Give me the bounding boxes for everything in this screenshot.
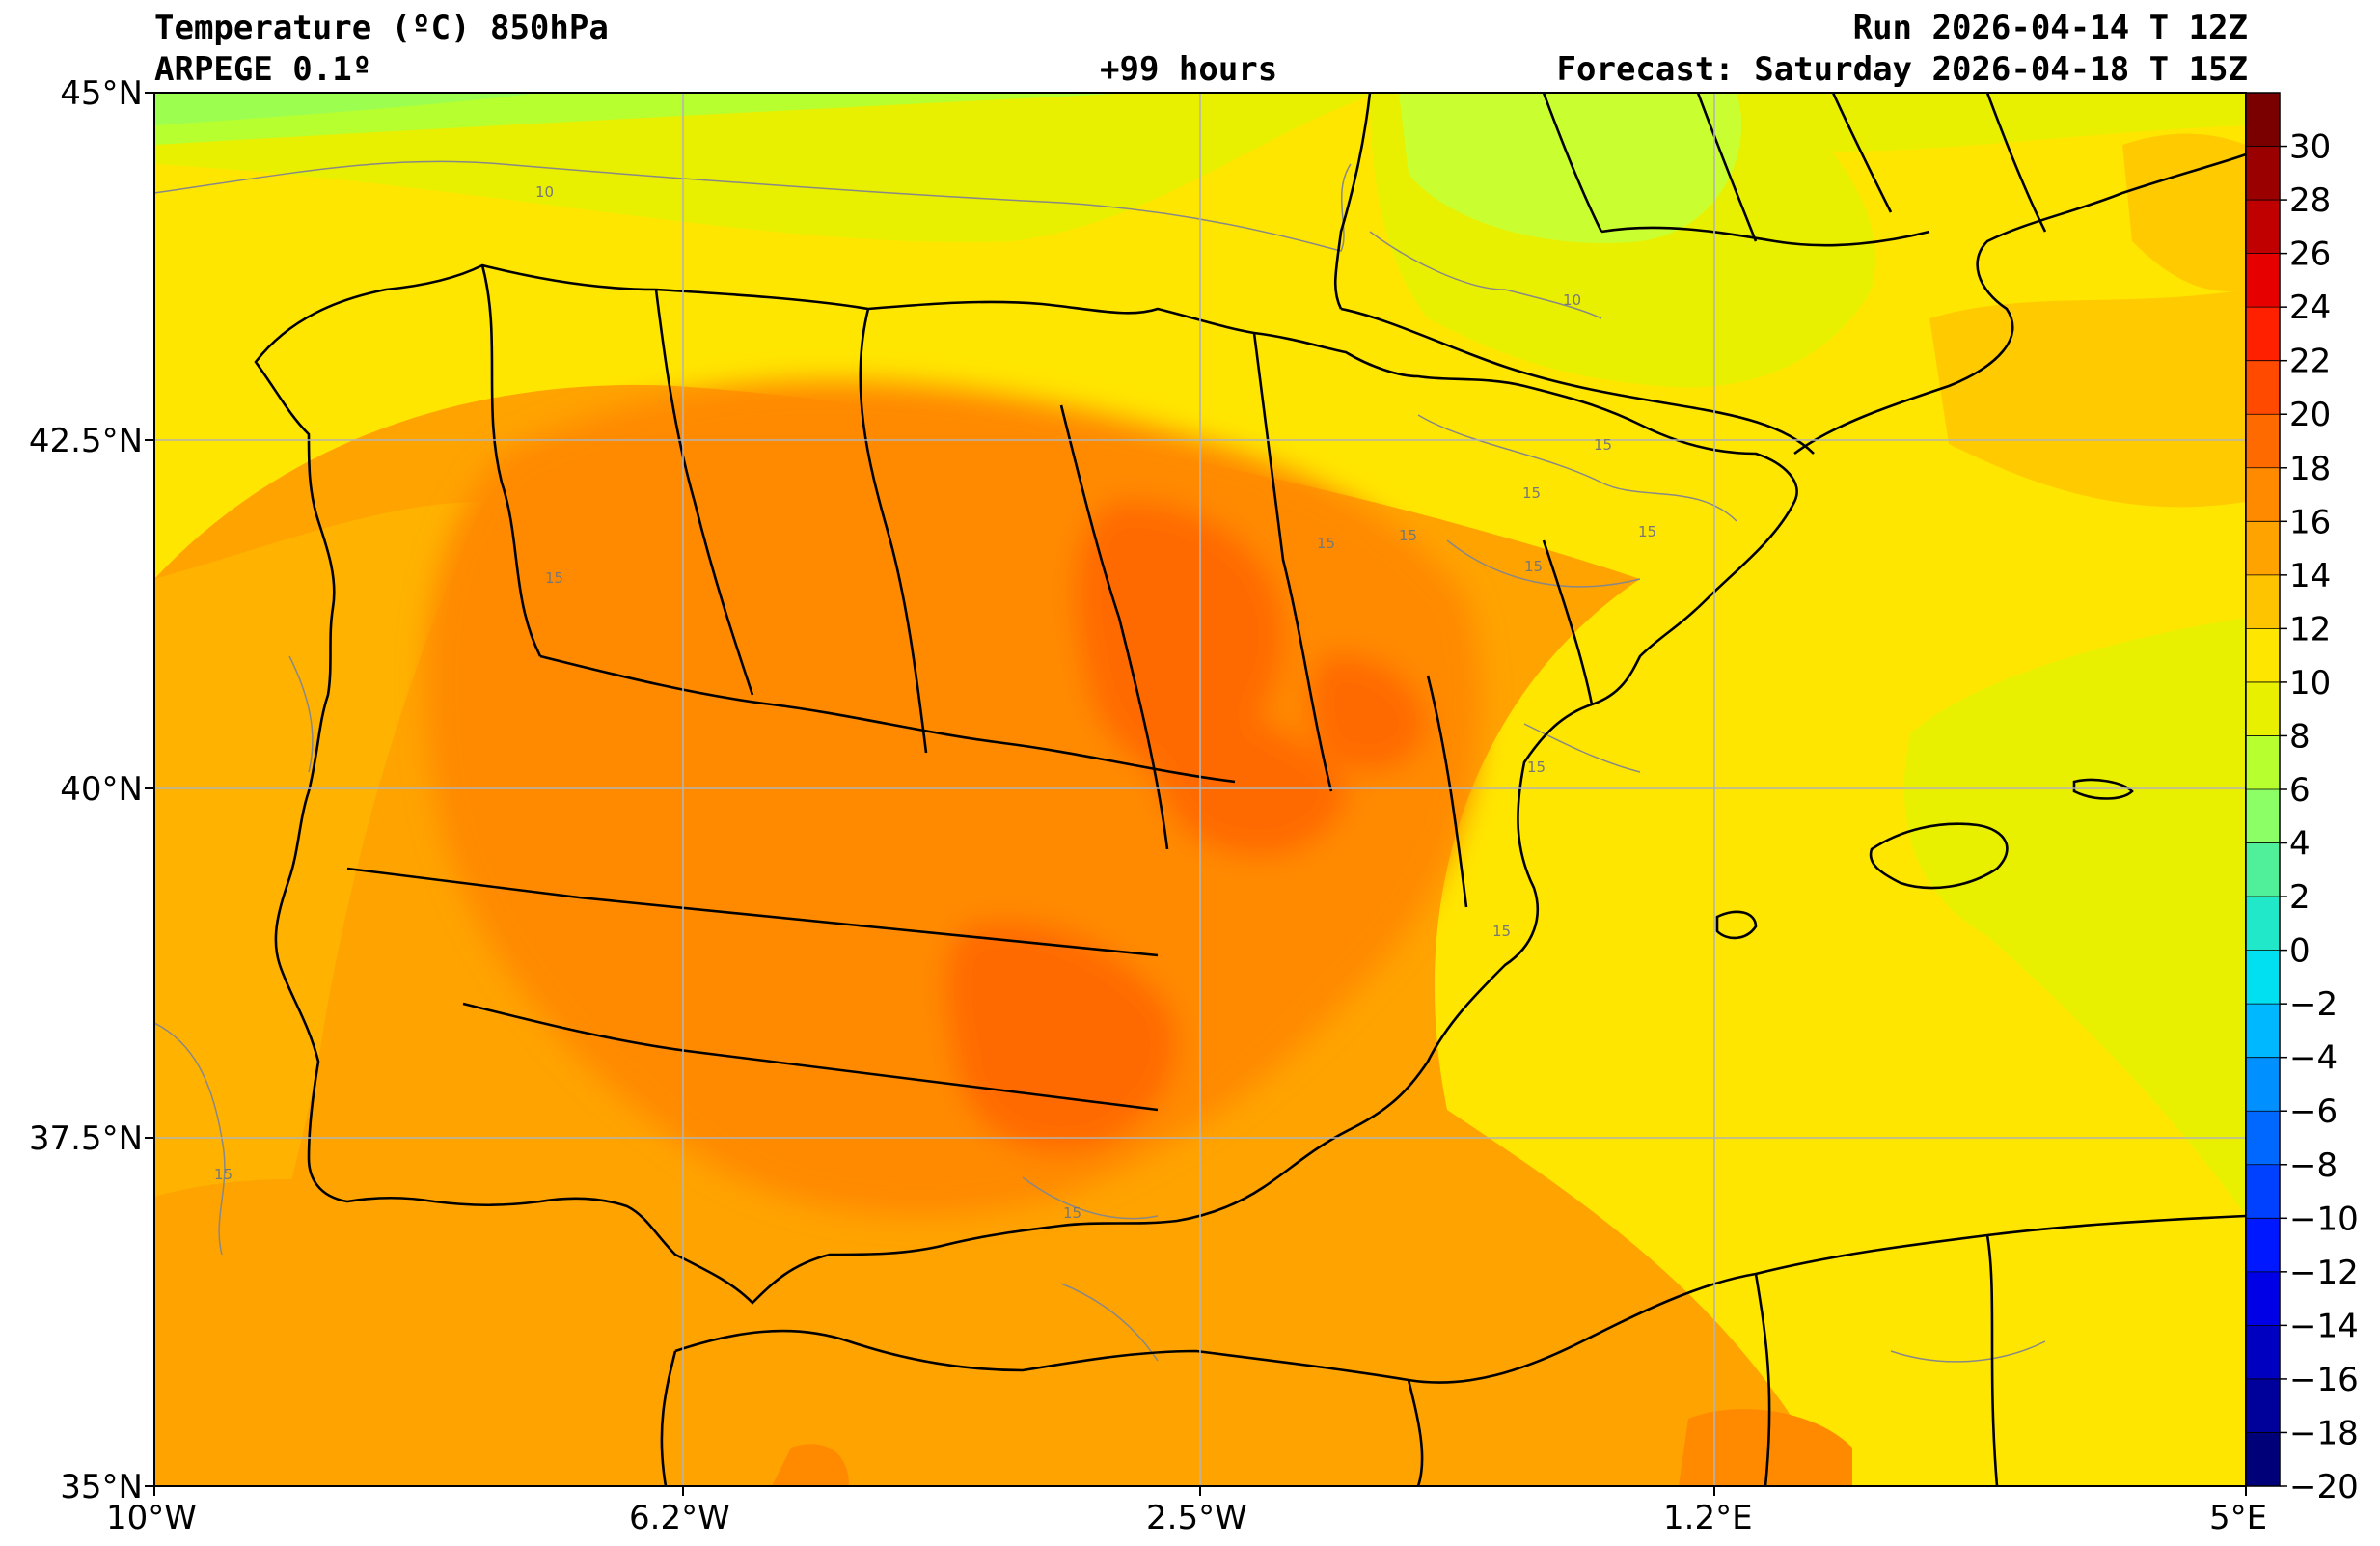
colorbar-label: 14 xyxy=(2289,557,2331,595)
colorbar-label: 28 xyxy=(2289,181,2331,220)
colorbar-label: 30 xyxy=(2289,128,2331,167)
colorbar-label: 26 xyxy=(2289,235,2331,274)
lat-label: 37.5°N xyxy=(28,1119,143,1158)
colorbar-labels: 302826242220181614121086420−2−4−6−8−10−1… xyxy=(2280,128,2359,1506)
colorbar-swatch xyxy=(2246,1004,2280,1059)
colorbar-swatch xyxy=(2246,628,2280,683)
colorbar-swatch xyxy=(2246,1111,2280,1166)
contour-label: 15 xyxy=(214,1166,233,1183)
colorbar-swatch xyxy=(2246,842,2280,897)
contour-label: 15 xyxy=(1522,484,1541,502)
colorbar-swatch xyxy=(2246,574,2280,629)
colorbar-label: 8 xyxy=(2289,717,2311,756)
colorbar-swatch xyxy=(2246,307,2280,362)
contour-label: 15 xyxy=(1638,523,1656,540)
colorbar-label: −4 xyxy=(2289,1039,2338,1078)
contour-label: 15 xyxy=(545,569,563,587)
colorbar-label: −20 xyxy=(2289,1468,2359,1506)
colorbar-swatch xyxy=(2246,681,2280,736)
contour-label: 15 xyxy=(1594,436,1612,454)
colorbar-swatch xyxy=(2246,1218,2280,1273)
colorbar-swatch xyxy=(2246,467,2280,522)
contour-label: 15 xyxy=(1399,527,1417,544)
graticule xyxy=(154,93,2246,1486)
lat-label: 45°N xyxy=(60,74,143,113)
colorbar-swatch xyxy=(2246,1164,2280,1219)
contour-label: 15 xyxy=(1492,923,1511,940)
lat-label: 42.5°N xyxy=(28,422,143,460)
colorbar-label: 10 xyxy=(2289,664,2331,703)
colorbar-swatch xyxy=(2246,1271,2280,1326)
colorbar-swatch xyxy=(2246,146,2280,201)
colorbar-label: 20 xyxy=(2289,396,2331,434)
colorbar-swatch xyxy=(2246,1057,2280,1112)
lon-label: 2.5°W xyxy=(1146,1499,1247,1537)
colorbar-swatch xyxy=(2246,521,2280,576)
run-time: Run 2026-04-14 T 12Z xyxy=(1852,9,2248,47)
forecast-time: Forecast: Saturday 2026-04-18 T 15Z xyxy=(1556,50,2248,89)
contour-label: 15 xyxy=(1317,535,1335,552)
lon-label: 10°W xyxy=(106,1499,197,1537)
colorbar-swatch xyxy=(2246,360,2280,415)
contour-label: 15 xyxy=(1527,759,1546,776)
contour-lines xyxy=(154,160,2046,1363)
colorbar-swatch xyxy=(2246,789,2280,844)
lead-time: +99 hours xyxy=(1100,50,1278,89)
lon-label: 1.2°E xyxy=(1663,1499,1753,1537)
colorbar-label: 6 xyxy=(2289,771,2311,810)
colorbar-swatch xyxy=(2246,897,2280,952)
colorbar-label: −8 xyxy=(2289,1146,2338,1185)
colorbar-swatch xyxy=(2246,1325,2280,1380)
colorbar-label: 2 xyxy=(2289,878,2311,917)
colorbar-label: −2 xyxy=(2289,985,2338,1024)
colorbar-label: −18 xyxy=(2289,1414,2359,1452)
colorbar-swatch xyxy=(2246,414,2280,469)
colorbar-swatch xyxy=(2246,735,2280,790)
colorbar-swatch xyxy=(2246,1378,2280,1433)
lat-label: 35°N xyxy=(60,1468,143,1506)
lat-label: 40°N xyxy=(60,770,143,809)
colorbar-label: −16 xyxy=(2289,1361,2359,1399)
colorbar-label: 4 xyxy=(2289,825,2311,864)
colorbar-swatch xyxy=(2246,950,2280,1005)
colorbar-label: 0 xyxy=(2289,932,2311,971)
contour-label: 10 xyxy=(1563,291,1581,309)
colorbar-label: 18 xyxy=(2289,450,2331,488)
contour-label: 15 xyxy=(1524,558,1543,575)
colorbar-label: −14 xyxy=(2289,1307,2359,1345)
colorbar-label: 24 xyxy=(2289,289,2331,327)
colorbar-swatch xyxy=(2246,200,2280,255)
lon-label: 6.2°W xyxy=(629,1499,730,1537)
colorbar-label: 12 xyxy=(2289,610,2331,649)
axis-ticks xyxy=(145,92,2247,1496)
coastlines-borders xyxy=(254,93,2246,1486)
contour-label: 15 xyxy=(1063,1204,1081,1222)
colorbar-label: −12 xyxy=(2289,1254,2359,1292)
lon-label: 5°E xyxy=(2209,1499,2268,1537)
colorbar-label: 22 xyxy=(2289,343,2331,381)
map-title: Temperature (ºC) 850hPa xyxy=(154,9,609,47)
colorbar-swatch xyxy=(2246,93,2280,148)
colorbar-swatch xyxy=(2246,1432,2280,1487)
contour-labels: 10 10 15 15 15 15 15 15 15 15 15 15 15 xyxy=(214,183,1656,1222)
model-name: ARPEGE 0.1º xyxy=(154,50,372,89)
colorbar-label: −10 xyxy=(2289,1200,2359,1238)
colorbar-swatch xyxy=(2246,253,2280,308)
contour-label: 10 xyxy=(535,183,554,201)
colorbar-label: −6 xyxy=(2289,1092,2338,1131)
colorbar xyxy=(2246,93,2280,1487)
colorbar-label: 16 xyxy=(2289,503,2331,541)
